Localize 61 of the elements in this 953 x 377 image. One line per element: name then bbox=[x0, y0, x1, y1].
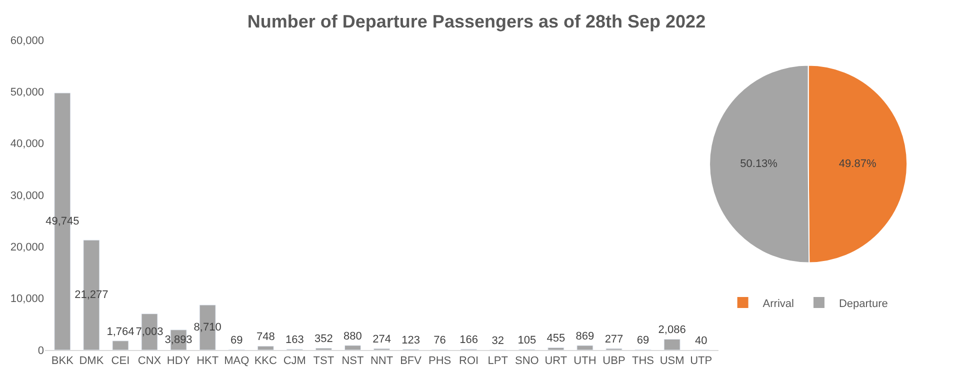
x-tick-label: HDY bbox=[166, 355, 191, 368]
bar bbox=[257, 346, 274, 350]
x-tick-label: HKT bbox=[196, 355, 219, 368]
data-label: 21,277 bbox=[74, 289, 108, 302]
data-label: 352 bbox=[314, 333, 333, 346]
x-tick-label: UTH bbox=[574, 355, 596, 368]
data-label: 277 bbox=[604, 334, 624, 346]
data-label: 69 bbox=[230, 334, 243, 347]
x-tick-label: CNX bbox=[138, 355, 162, 368]
data-label: 274 bbox=[372, 334, 391, 346]
data-label: 76 bbox=[434, 334, 446, 347]
x-tick-label: PHS bbox=[428, 355, 452, 368]
data-label: 166 bbox=[460, 334, 478, 346]
y-tick-label: 40,000 bbox=[10, 138, 44, 150]
data-label: 69 bbox=[636, 334, 650, 347]
y-tick-label: 0 bbox=[38, 344, 44, 357]
data-label: 50.13% bbox=[740, 158, 778, 170]
x-tick-label: CEI bbox=[111, 355, 130, 368]
y-tick-label: 30,000 bbox=[10, 190, 44, 202]
data-label: 40 bbox=[694, 334, 708, 347]
legend-label: Departure bbox=[838, 298, 888, 310]
y-tick-label: 60,000 bbox=[10, 34, 44, 47]
data-label: 880 bbox=[344, 330, 362, 342]
data-label: 105 bbox=[518, 334, 536, 346]
data-label: 49.87% bbox=[838, 158, 876, 170]
x-tick-label: UBP bbox=[602, 355, 626, 368]
x-tick-label: UTP bbox=[690, 355, 712, 368]
x-tick-label: DMK bbox=[79, 355, 104, 368]
x-tick-label: NST bbox=[342, 355, 364, 368]
bar bbox=[548, 347, 564, 350]
x-tick-label: THS bbox=[632, 355, 654, 368]
data-label: 163 bbox=[285, 334, 304, 346]
x-tick-label: URT bbox=[544, 355, 568, 368]
y-tick-label: 10,000 bbox=[10, 293, 44, 306]
data-label: 2,086 bbox=[658, 324, 686, 336]
data-label: 49,745 bbox=[46, 215, 80, 228]
data-label: 869 bbox=[576, 330, 594, 343]
x-tick-label: USM bbox=[660, 355, 684, 368]
x-tick-label: MAQ bbox=[224, 355, 250, 368]
data-label: 123 bbox=[402, 334, 420, 346]
x-tick-label: ROI bbox=[459, 355, 479, 368]
x-tick-label: KKC bbox=[254, 355, 277, 368]
x-tick-label: CJM bbox=[283, 355, 306, 368]
bar bbox=[112, 340, 129, 350]
y-tick-label: 50,000 bbox=[10, 86, 44, 99]
x-tick-label: BKK bbox=[51, 355, 74, 368]
bar bbox=[576, 345, 594, 350]
y-tick-label: 20,000 bbox=[10, 242, 44, 254]
chart-title: Number of Departure Passengers as of 28th Sep 2022 bbox=[247, 12, 706, 32]
data-label: 455 bbox=[546, 332, 566, 345]
legend-label: Arrival bbox=[762, 298, 794, 310]
x-tick-label: SNO bbox=[514, 355, 540, 368]
x-tick-label: TST bbox=[313, 355, 334, 368]
data-label: 32 bbox=[492, 334, 504, 347]
bar bbox=[664, 338, 680, 350]
x-tick-label: NNT bbox=[370, 355, 394, 368]
x-tick-label: BFV bbox=[400, 355, 422, 368]
data-label: 1,764 bbox=[106, 326, 134, 338]
bar bbox=[344, 345, 361, 350]
data-label: 748 bbox=[256, 331, 275, 344]
x-tick-label: LPT bbox=[488, 355, 508, 368]
